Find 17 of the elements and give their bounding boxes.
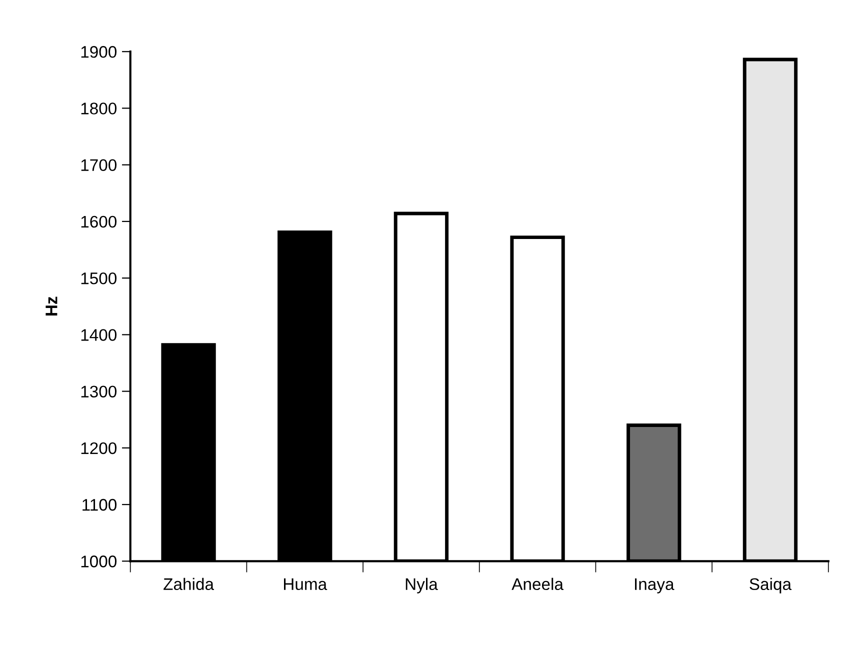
x-tick-label: Aneela [512,578,564,590]
y-tick-label: 1400 [81,329,117,341]
x-tick-label: Huma [284,578,328,590]
x-tick-label: Zahida [164,578,214,590]
y-tick-label: 1200 [81,442,117,454]
y-tick-label: 1500 [81,272,117,284]
x-tick-label: Nyla [406,578,438,594]
y-tick-label: 1300 [81,386,117,398]
y-tick-label: 1000 [81,556,117,568]
y-axis-title: Hz [46,296,58,316]
y-tick-label: 1100 [82,498,117,511]
x-tick-label: Inaya [635,578,674,594]
y-tick-label: 1600 [81,216,117,228]
y-tick-label: 1800 [81,102,117,114]
y-tick-label: 1900 [81,46,117,58]
y-tick-label: 1700 [81,159,117,172]
x-tick-label: Saiqa [750,578,792,594]
